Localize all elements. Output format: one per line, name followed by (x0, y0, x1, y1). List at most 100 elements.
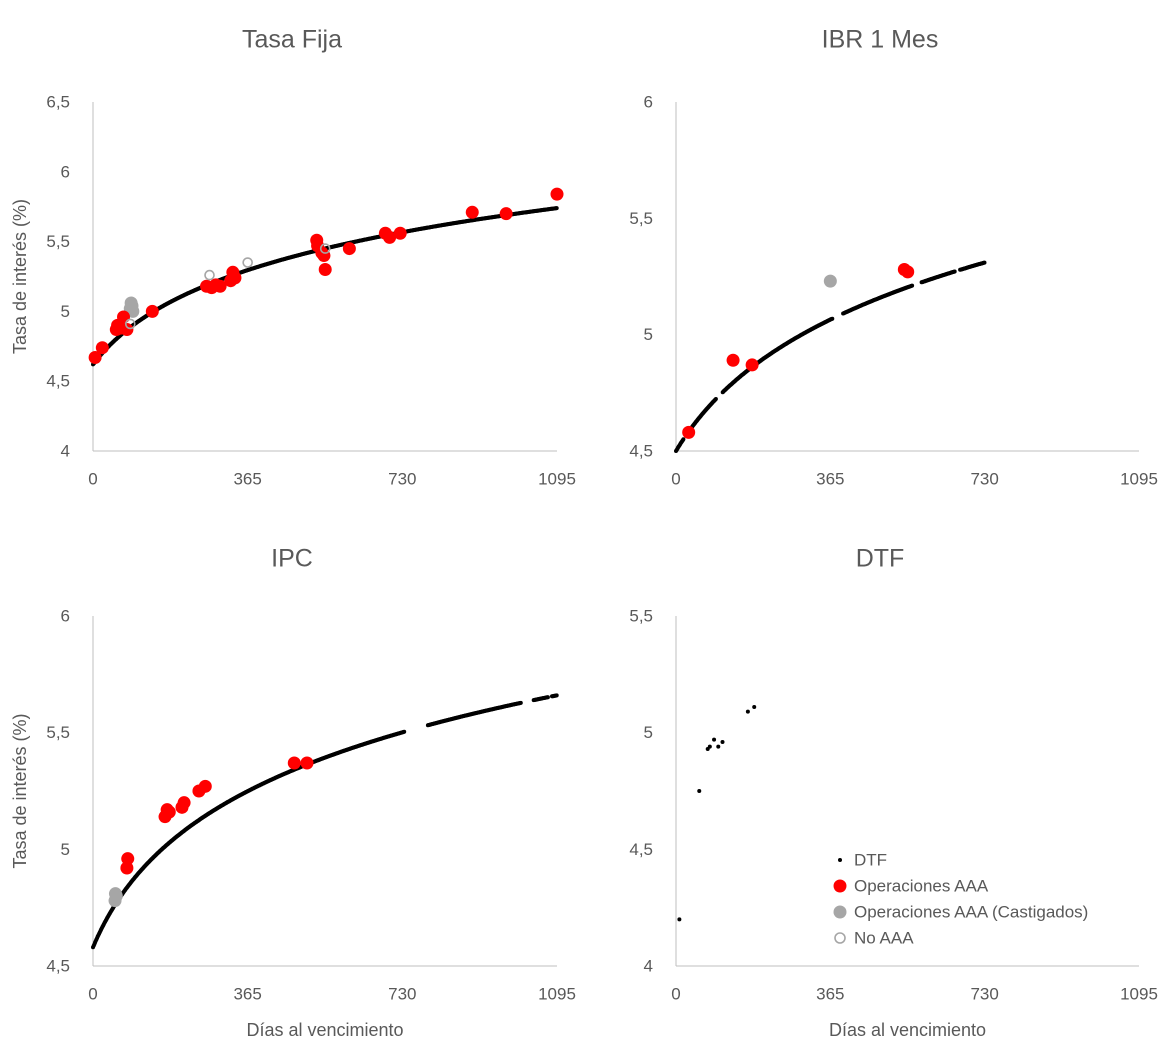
no-aaa-point (319, 243, 331, 254)
dtf-point (707, 744, 712, 749)
x-tick-label: 730 (970, 985, 998, 1004)
legend-label: No AAA (854, 929, 914, 948)
y-tick-label: 4,5 (629, 442, 653, 461)
aaa-point (383, 230, 397, 244)
aaa-point (117, 310, 131, 324)
y-tick-label: 6 (61, 607, 70, 626)
aaa-point (342, 242, 356, 256)
legend-label: DTF (854, 851, 887, 870)
aaa-point (120, 323, 134, 337)
aaa-point (901, 265, 915, 279)
aaa-point (177, 796, 191, 810)
dtf-point (712, 737, 717, 742)
aaa-point (198, 779, 212, 793)
dtf-curve-point (518, 700, 523, 705)
dtf-curve-point (910, 283, 915, 288)
dtf-curve-point (830, 316, 835, 321)
dtf-point (752, 705, 757, 709)
aaa-point (145, 304, 159, 318)
dtf-point (720, 740, 725, 744)
y-axis-label: Tasa de interés (%) (10, 199, 30, 354)
chart-panel: Tasa Fija 4 4,5 5 5,5 6 6,5 0 365 730 1095 Tasa de … (10, 26, 576, 489)
y-tick-label: 4 (644, 957, 653, 976)
chart-panel: DTF 4 4,5 5 5,5 0 365 730 1095 Días al vencimient… (629, 545, 1158, 1040)
legend-label: Operaciones AAA (854, 877, 989, 896)
aaa-point (550, 187, 564, 201)
aaa-point (465, 205, 479, 219)
legend-marker (834, 932, 846, 944)
chart-panel: IPC 4,5 5 5,5 6 0 365 730 1095 Tasa de interés (%… (10, 545, 576, 1040)
dtf-curve-point (554, 206, 559, 211)
no-aaa-point (204, 269, 215, 281)
aaa-point (120, 861, 134, 875)
aaa-point (318, 263, 332, 277)
y-tick-label: 5,5 (46, 232, 70, 251)
y-tick-label: 5,5 (46, 723, 70, 742)
x-tick-label: 365 (233, 985, 261, 1004)
x-tick-label: 365 (233, 470, 261, 489)
aaa-point (95, 341, 109, 355)
y-tick-label: 5,5 (629, 209, 653, 228)
x-tick-label: 365 (816, 985, 844, 1004)
x-tick-label: 0 (671, 985, 680, 1004)
dtf-point (716, 744, 721, 749)
castigado-point (126, 304, 140, 318)
x-tick-label: 730 (388, 985, 416, 1004)
dtf-point (697, 789, 702, 793)
dtf-curve-point (545, 695, 550, 700)
dtf-point (677, 917, 682, 922)
aaa-point (162, 805, 176, 819)
aaa-point (682, 425, 696, 439)
aaa-point (88, 350, 102, 364)
y-tick-label: 6,5 (46, 93, 70, 112)
y-tick-label: 5 (644, 723, 653, 742)
chart-panel: IBR 1 Mes 4,5 5 5,5 6 0 365 730 1095 (629, 26, 1158, 489)
x-tick-label: 0 (671, 470, 680, 489)
chart-legend: DTF Operaciones AAA Operaciones AAA (Casti… (833, 851, 1088, 948)
y-tick-label: 5 (61, 840, 70, 859)
dtf-curve-point (402, 729, 407, 734)
aaa-point (228, 271, 242, 285)
y-tick-label: 5 (61, 302, 70, 321)
y-tick-label: 6 (61, 162, 70, 181)
chart-title: Tasa Fija (242, 26, 342, 54)
x-tick-label: 1095 (1120, 985, 1158, 1004)
aaa-point (213, 279, 227, 293)
chart-title: DTF (856, 545, 905, 573)
aaa-point (121, 852, 135, 866)
x-tick-label: 1095 (1120, 470, 1158, 489)
y-tick-label: 5 (644, 325, 653, 344)
no-aaa-point (242, 257, 253, 268)
no-aaa-point (124, 318, 136, 330)
y-tick-label: 4,5 (46, 372, 70, 391)
legend-label: Operaciones AAA (Castigados) (854, 903, 1088, 922)
dtf-curve-point (713, 397, 718, 401)
x-tick-label: 0 (88, 470, 97, 489)
x-axis-label: Días al vencimiento (246, 1020, 403, 1040)
castigado-point (109, 889, 123, 903)
dtf-point (745, 709, 750, 714)
y-tick-label: 4,5 (46, 957, 70, 976)
legend-marker (833, 879, 847, 893)
aaa-point (745, 358, 759, 372)
castigado-point (823, 274, 837, 288)
x-tick-label: 0 (88, 985, 97, 1004)
y-tick-label: 4 (61, 442, 70, 461)
x-tick-label: 730 (388, 470, 416, 489)
x-tick-label: 1095 (538, 470, 576, 489)
aaa-point (393, 226, 407, 240)
legend-marker (833, 905, 847, 919)
dtf-curve-point (554, 693, 559, 698)
aaa-point (287, 756, 301, 770)
y-tick-label: 5,5 (629, 607, 653, 626)
aaa-point (726, 353, 740, 367)
aaa-point (499, 207, 513, 221)
dtf-curve-point (681, 437, 686, 442)
y-tick-label: 6 (644, 93, 653, 112)
x-tick-label: 1095 (538, 985, 576, 1004)
x-tick-label: 730 (970, 470, 998, 489)
y-axis-label: Tasa de interés (%) (10, 713, 30, 868)
chart-title: IPC (271, 545, 313, 573)
chart-title: IBR 1 Mes (822, 26, 939, 54)
